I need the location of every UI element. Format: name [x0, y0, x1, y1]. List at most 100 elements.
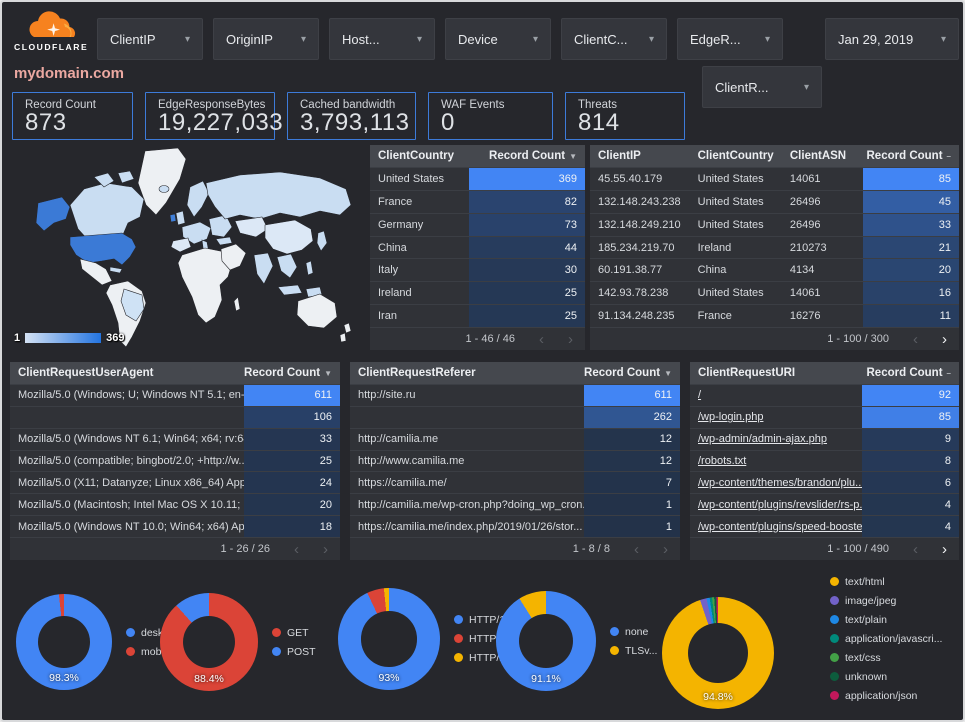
content-type-donut: 94.8% text/html image/jpeg text/plain applic…	[662, 576, 942, 720]
table-row: Mozilla/5.0 (X11; Datanyze; Linux x86_64…	[10, 471, 340, 494]
legend-item: GET	[272, 627, 316, 639]
dropdown-caret-icon: ▾	[940, 33, 946, 45]
uri-link[interactable]: /wp-login.php	[698, 411, 764, 424]
map-gradient-bar	[25, 333, 102, 343]
sort-indicator-icon: ▼	[324, 368, 332, 378]
table-cell: 210273	[789, 241, 827, 254]
column-header[interactable]: ClientASN	[789, 150, 847, 162]
device-type-donut: 98.3% deskt... mobile	[16, 594, 175, 690]
column-header[interactable]: Record Count –	[866, 150, 951, 162]
client-request-user-agent-table: ClientRequestUserAgent Record Count ▼ Mozil…	[10, 362, 340, 560]
table-cell: /wp-content/plugins/speed-booste...	[690, 516, 862, 537]
filter-clientcountry[interactable]: ClientC... ▾	[561, 18, 667, 60]
next-page-icon[interactable]: ›	[942, 540, 947, 558]
legend-dot-icon	[830, 615, 839, 624]
legend-dot-icon	[610, 645, 619, 655]
http-method-donut: 88.4% GET POST	[160, 593, 316, 691]
filter-clientip[interactable]: ClientIP ▾	[97, 18, 203, 60]
legend-scroll-down-icon[interactable]: ▼	[847, 718, 858, 720]
table-cell: /wp-login.php	[690, 407, 862, 428]
table-row: Iran 25	[370, 304, 585, 328]
column-header[interactable]: ClientIP	[598, 150, 641, 162]
uri-link[interactable]: /	[698, 389, 702, 402]
column-header[interactable]: ClientCountry	[378, 150, 455, 162]
prev-page-icon: ‹	[913, 540, 918, 558]
table-cell: Ireland	[378, 287, 412, 300]
table-cell: Mozilla/5.0 (Windows; U; Windows NT 5.1;…	[18, 389, 245, 402]
legend-dot-icon	[610, 626, 619, 636]
table-cell: Ireland	[697, 241, 732, 254]
table-row: /wp-content/themes/brandon/plu... 6	[690, 471, 959, 494]
table-cell: http://camilia.me/wp-cron.php?doing_wp_c…	[358, 498, 585, 511]
donut-legend: text/html image/jpeg text/plain application…	[830, 576, 942, 720]
legend-item: application/javascri...	[830, 633, 942, 645]
uri-link[interactable]: /wp-content/plugins/speed-booste...	[698, 520, 863, 533]
column-header[interactable]: ClientRequestReferer	[358, 367, 476, 379]
dropdown-caret-icon: ▾	[803, 81, 809, 93]
legend-item: image/jpeg	[830, 595, 942, 607]
column-header[interactable]: Record Count ▼	[489, 150, 577, 162]
table-cell: 4	[862, 494, 959, 516]
table-cell: 611	[584, 385, 680, 406]
client-country-table: ClientCountry Record Count ▼ United States 3…	[370, 145, 585, 350]
uri-link[interactable]: /wp-admin/admin-ajax.php	[698, 433, 828, 446]
donut-percent-label: 98.3%	[49, 672, 79, 684]
filter-clientrequest[interactable]: ClientR... ▾	[702, 66, 822, 108]
sort-indicator-icon: ▼	[569, 151, 577, 161]
uri-link[interactable]: /robots.txt	[698, 455, 747, 467]
table-cell: 82	[468, 190, 585, 213]
table-cell: 4134	[789, 264, 815, 277]
geo-map-chart: 1 369	[10, 145, 365, 350]
legend-dot-icon	[272, 627, 281, 637]
filter-host[interactable]: Host... ▾	[329, 18, 435, 60]
column-header[interactable]: Record Count –	[866, 367, 951, 379]
table-cell: 9	[862, 428, 959, 450]
uri-link[interactable]: /wp-content/plugins/revslider/rs-p...	[698, 498, 863, 511]
date-range-filter[interactable]: Jan 29, 2019 ▾	[825, 18, 959, 60]
table-row: http://www.camilia.me 12	[350, 449, 680, 472]
legend-scroll-up-icon[interactable]: ▲	[830, 718, 841, 720]
filter-edgeresponse[interactable]: EdgeR... ▾	[677, 18, 783, 60]
scorecard-cached-bandwidth: Cached bandwidth 3,793,113	[287, 92, 416, 140]
donut-percent-label: 94.8%	[703, 691, 733, 703]
table-cell: 85	[863, 168, 959, 190]
column-header[interactable]: ClientRequestURI	[698, 367, 796, 379]
column-header[interactable]: ClientCountry	[697, 150, 774, 162]
scorecard-record-count: Record Count 873	[12, 92, 133, 140]
table-row: 132.148.243.238 United States 26496 45	[590, 189, 959, 213]
pagination-label: 1 - 26 / 26	[220, 543, 270, 555]
client-request-uri-table: ClientRequestURI Record Count – / 92/wp-logi…	[690, 362, 959, 560]
table-row: http://camilia.me/wp-cron.php?doing_wp_c…	[350, 493, 680, 516]
filter-bar: ClientIP ▾ OriginIP ▾ Host... ▾ Device ▾ Cli…	[97, 18, 959, 60]
table-row: http://camilia.me 12	[350, 427, 680, 450]
table-cell: 611	[244, 385, 340, 406]
uri-link[interactable]: /wp-content/themes/brandon/plu...	[698, 476, 863, 489]
donut-ring: 94.8%	[662, 597, 774, 709]
legend-dot-icon	[830, 672, 839, 681]
map-legend-max: 369	[106, 332, 125, 344]
table-row: /wp-content/plugins/revslider/rs-p... 4	[690, 493, 959, 516]
donut-percent-label: 91.1%	[531, 673, 561, 685]
table-row: France 82	[370, 189, 585, 213]
filter-originip[interactable]: OriginIP ▾	[213, 18, 319, 60]
filter-device[interactable]: Device ▾	[445, 18, 551, 60]
legend-dot-icon	[454, 653, 463, 662]
table-row: Mozilla/5.0 (compatible; bingbot/2.0; +h…	[10, 449, 340, 472]
pagination-label: 1 - 8 / 8	[572, 543, 610, 555]
legend-item: POST	[272, 646, 316, 658]
pagination-bar: 1 - 100 / 300 ‹ ›	[590, 327, 959, 350]
column-header[interactable]: ClientRequestUserAgent	[18, 367, 154, 379]
table-cell: 12	[584, 428, 680, 450]
table-cell: /robots.txt	[690, 451, 862, 472]
column-header[interactable]: Record Count ▼	[584, 367, 672, 379]
column-header[interactable]: Record Count ▼	[244, 367, 332, 379]
table-cell: 45.55.40.179	[598, 172, 663, 185]
table-cell: United States	[697, 195, 764, 208]
prev-page-icon: ‹	[539, 330, 544, 348]
table-cell: Mozilla/5.0 (compatible; bingbot/2.0; +h…	[18, 455, 245, 467]
sort-indicator-icon: –	[946, 368, 951, 378]
next-page-icon[interactable]: ›	[942, 330, 947, 348]
table-cell: 16	[863, 282, 959, 305]
table-row: Mozilla/5.0 (Windows; U; Windows NT 5.1;…	[10, 384, 340, 406]
table-header: ClientRequestReferer Record Count ▼	[350, 362, 680, 384]
